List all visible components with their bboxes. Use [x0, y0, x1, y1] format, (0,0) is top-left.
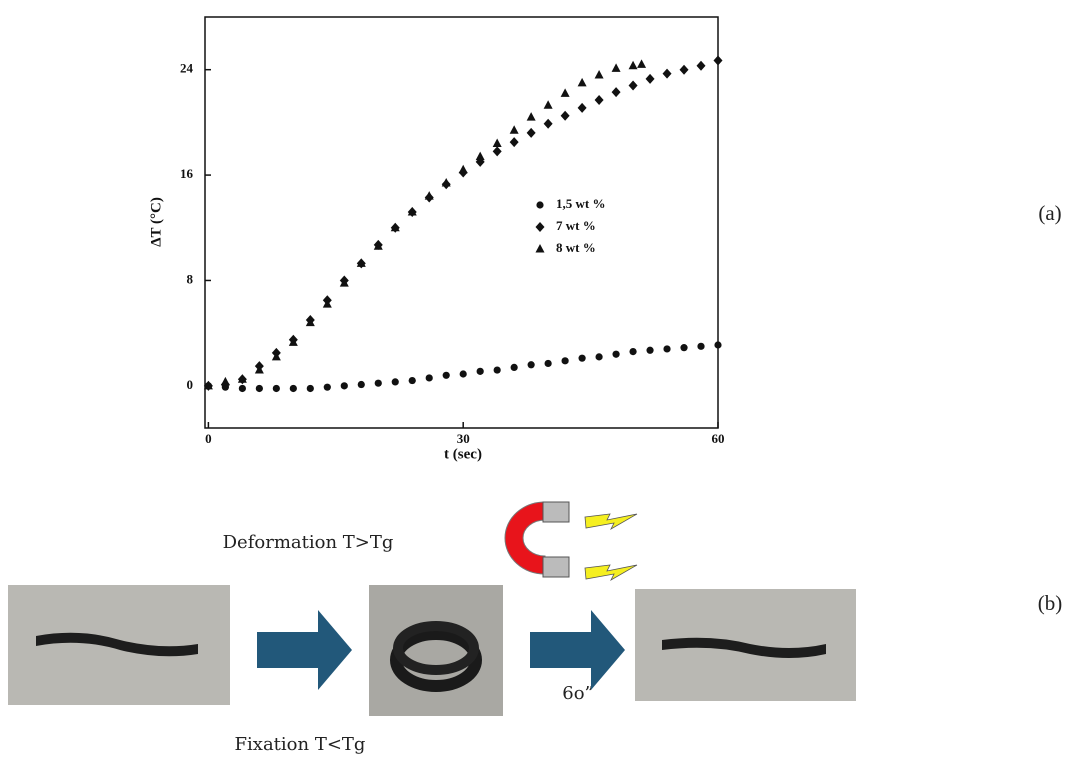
x-axis-label: t (sec) — [444, 446, 482, 462]
data-point — [476, 367, 484, 375]
photo — [369, 585, 503, 716]
legend-label: 7 wt % — [556, 218, 596, 233]
data-point — [535, 244, 545, 253]
data-point — [441, 177, 451, 187]
data-point — [288, 337, 298, 346]
data-point — [374, 379, 382, 387]
legend-label: 1,5 wt % — [556, 196, 605, 211]
data-point — [595, 353, 603, 361]
data-point — [323, 383, 331, 391]
data-point — [340, 382, 348, 390]
data-point — [357, 380, 365, 389]
data-point — [425, 374, 433, 382]
data-point — [272, 384, 280, 393]
data-point — [714, 341, 722, 349]
data-point — [560, 110, 570, 121]
data-point — [535, 222, 545, 232]
data-point — [543, 100, 553, 109]
x-tick-label: 30 — [457, 431, 470, 446]
data-point — [696, 60, 706, 71]
data-point — [492, 146, 502, 157]
data-point — [680, 344, 688, 352]
data-point — [509, 125, 519, 134]
data-point — [612, 350, 620, 358]
data-point — [663, 345, 671, 353]
data-point — [526, 112, 536, 121]
photo — [8, 585, 230, 705]
data-point — [493, 366, 501, 374]
data-point — [611, 63, 621, 72]
data-point — [408, 376, 416, 385]
y-axis-label: ΔT (°C) — [148, 197, 164, 247]
photo — [635, 589, 856, 701]
data-point — [424, 191, 434, 200]
data-point — [271, 351, 281, 361]
data-point — [526, 127, 536, 138]
data-point — [611, 87, 621, 98]
data-point — [373, 241, 383, 250]
y-tick-label: 24 — [180, 61, 194, 76]
data-point — [662, 68, 672, 79]
arrow — [257, 610, 352, 690]
data-point — [577, 102, 587, 113]
data-point — [543, 118, 553, 129]
data-point — [560, 88, 570, 97]
y-tick-label: 16 — [180, 166, 194, 181]
data-point — [407, 206, 417, 216]
data-point — [203, 380, 213, 390]
panel-label: (b) — [1038, 591, 1063, 615]
data-point — [339, 278, 349, 287]
data-point — [679, 64, 689, 75]
data-point — [628, 60, 638, 70]
plot-frame — [204, 16, 719, 429]
data-point — [255, 384, 263, 393]
x-tick-label: 0 — [205, 431, 212, 446]
data-point — [305, 317, 315, 327]
data-point — [628, 80, 638, 91]
data-point — [645, 73, 655, 84]
data-point — [459, 370, 467, 378]
data-point — [306, 384, 314, 393]
fixation-label: Fixation T<Tg — [235, 734, 366, 755]
data-point — [391, 378, 399, 386]
data-point — [697, 342, 705, 350]
data-point — [646, 346, 654, 354]
data-point — [289, 384, 297, 393]
data-point — [629, 347, 637, 356]
data-point — [390, 222, 400, 232]
magnet — [504, 501, 638, 582]
data-point — [713, 55, 723, 66]
data-point — [527, 361, 535, 369]
legend-label: 8 wt % — [556, 240, 596, 255]
data-point — [254, 365, 264, 374]
data-point — [237, 374, 247, 383]
y-tick-label: 8 — [187, 271, 194, 286]
deformation-label: Deformation T>Tg — [223, 532, 394, 553]
data-point — [492, 138, 502, 147]
data-point — [510, 363, 518, 372]
time-label: 6o” — [562, 683, 594, 704]
y-tick-label: 0 — [187, 377, 194, 392]
data-point — [577, 77, 587, 87]
data-point — [594, 94, 604, 105]
arrow — [530, 610, 625, 690]
data-point — [536, 201, 544, 209]
data-point — [238, 384, 246, 393]
data-point — [637, 59, 647, 68]
data-point — [594, 69, 604, 79]
x-tick-label: 60 — [712, 431, 725, 446]
panel-label: (a) — [1038, 201, 1061, 225]
data-point — [322, 299, 332, 308]
data-point — [578, 354, 586, 362]
data-point — [220, 376, 230, 386]
data-point — [509, 137, 519, 148]
data-point — [561, 357, 569, 365]
data-point — [458, 164, 468, 174]
data-point — [544, 359, 552, 368]
data-point — [442, 371, 450, 379]
data-point — [475, 151, 485, 161]
data-point — [356, 258, 366, 267]
